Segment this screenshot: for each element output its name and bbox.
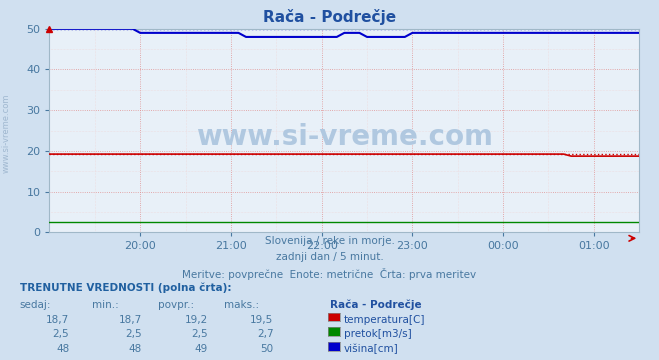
Text: pretok[m3/s]: pretok[m3/s] [344, 329, 412, 339]
Text: sedaj:: sedaj: [20, 300, 51, 310]
Text: 49: 49 [194, 344, 208, 354]
Text: 2,7: 2,7 [257, 329, 273, 339]
Text: zadnji dan / 5 minut.: zadnji dan / 5 minut. [275, 252, 384, 262]
Text: povpr.:: povpr.: [158, 300, 194, 310]
Text: 48: 48 [56, 344, 69, 354]
Text: 2,5: 2,5 [191, 329, 208, 339]
Text: Slovenija / reke in morje.: Slovenija / reke in morje. [264, 236, 395, 246]
Text: Rača - Podrečje: Rača - Podrečje [330, 300, 421, 310]
Text: 18,7: 18,7 [119, 315, 142, 325]
Text: min.:: min.: [92, 300, 119, 310]
Text: 50: 50 [260, 344, 273, 354]
Text: Rača - Podrečje: Rača - Podrečje [263, 9, 396, 25]
Text: TRENUTNE VREDNOSTI (polna črta):: TRENUTNE VREDNOSTI (polna črta): [20, 283, 231, 293]
Text: 19,5: 19,5 [250, 315, 273, 325]
Text: 2,5: 2,5 [125, 329, 142, 339]
Text: maks.:: maks.: [224, 300, 259, 310]
Text: 18,7: 18,7 [46, 315, 69, 325]
Text: www.si-vreme.com: www.si-vreme.com [196, 123, 493, 150]
Text: www.si-vreme.com: www.si-vreme.com [2, 94, 11, 173]
Text: 2,5: 2,5 [53, 329, 69, 339]
Text: 19,2: 19,2 [185, 315, 208, 325]
Text: Meritve: povprečne  Enote: metrične  Črta: prva meritev: Meritve: povprečne Enote: metrične Črta:… [183, 268, 476, 280]
Text: 48: 48 [129, 344, 142, 354]
Text: temperatura[C]: temperatura[C] [344, 315, 426, 325]
Text: višina[cm]: višina[cm] [344, 344, 399, 355]
